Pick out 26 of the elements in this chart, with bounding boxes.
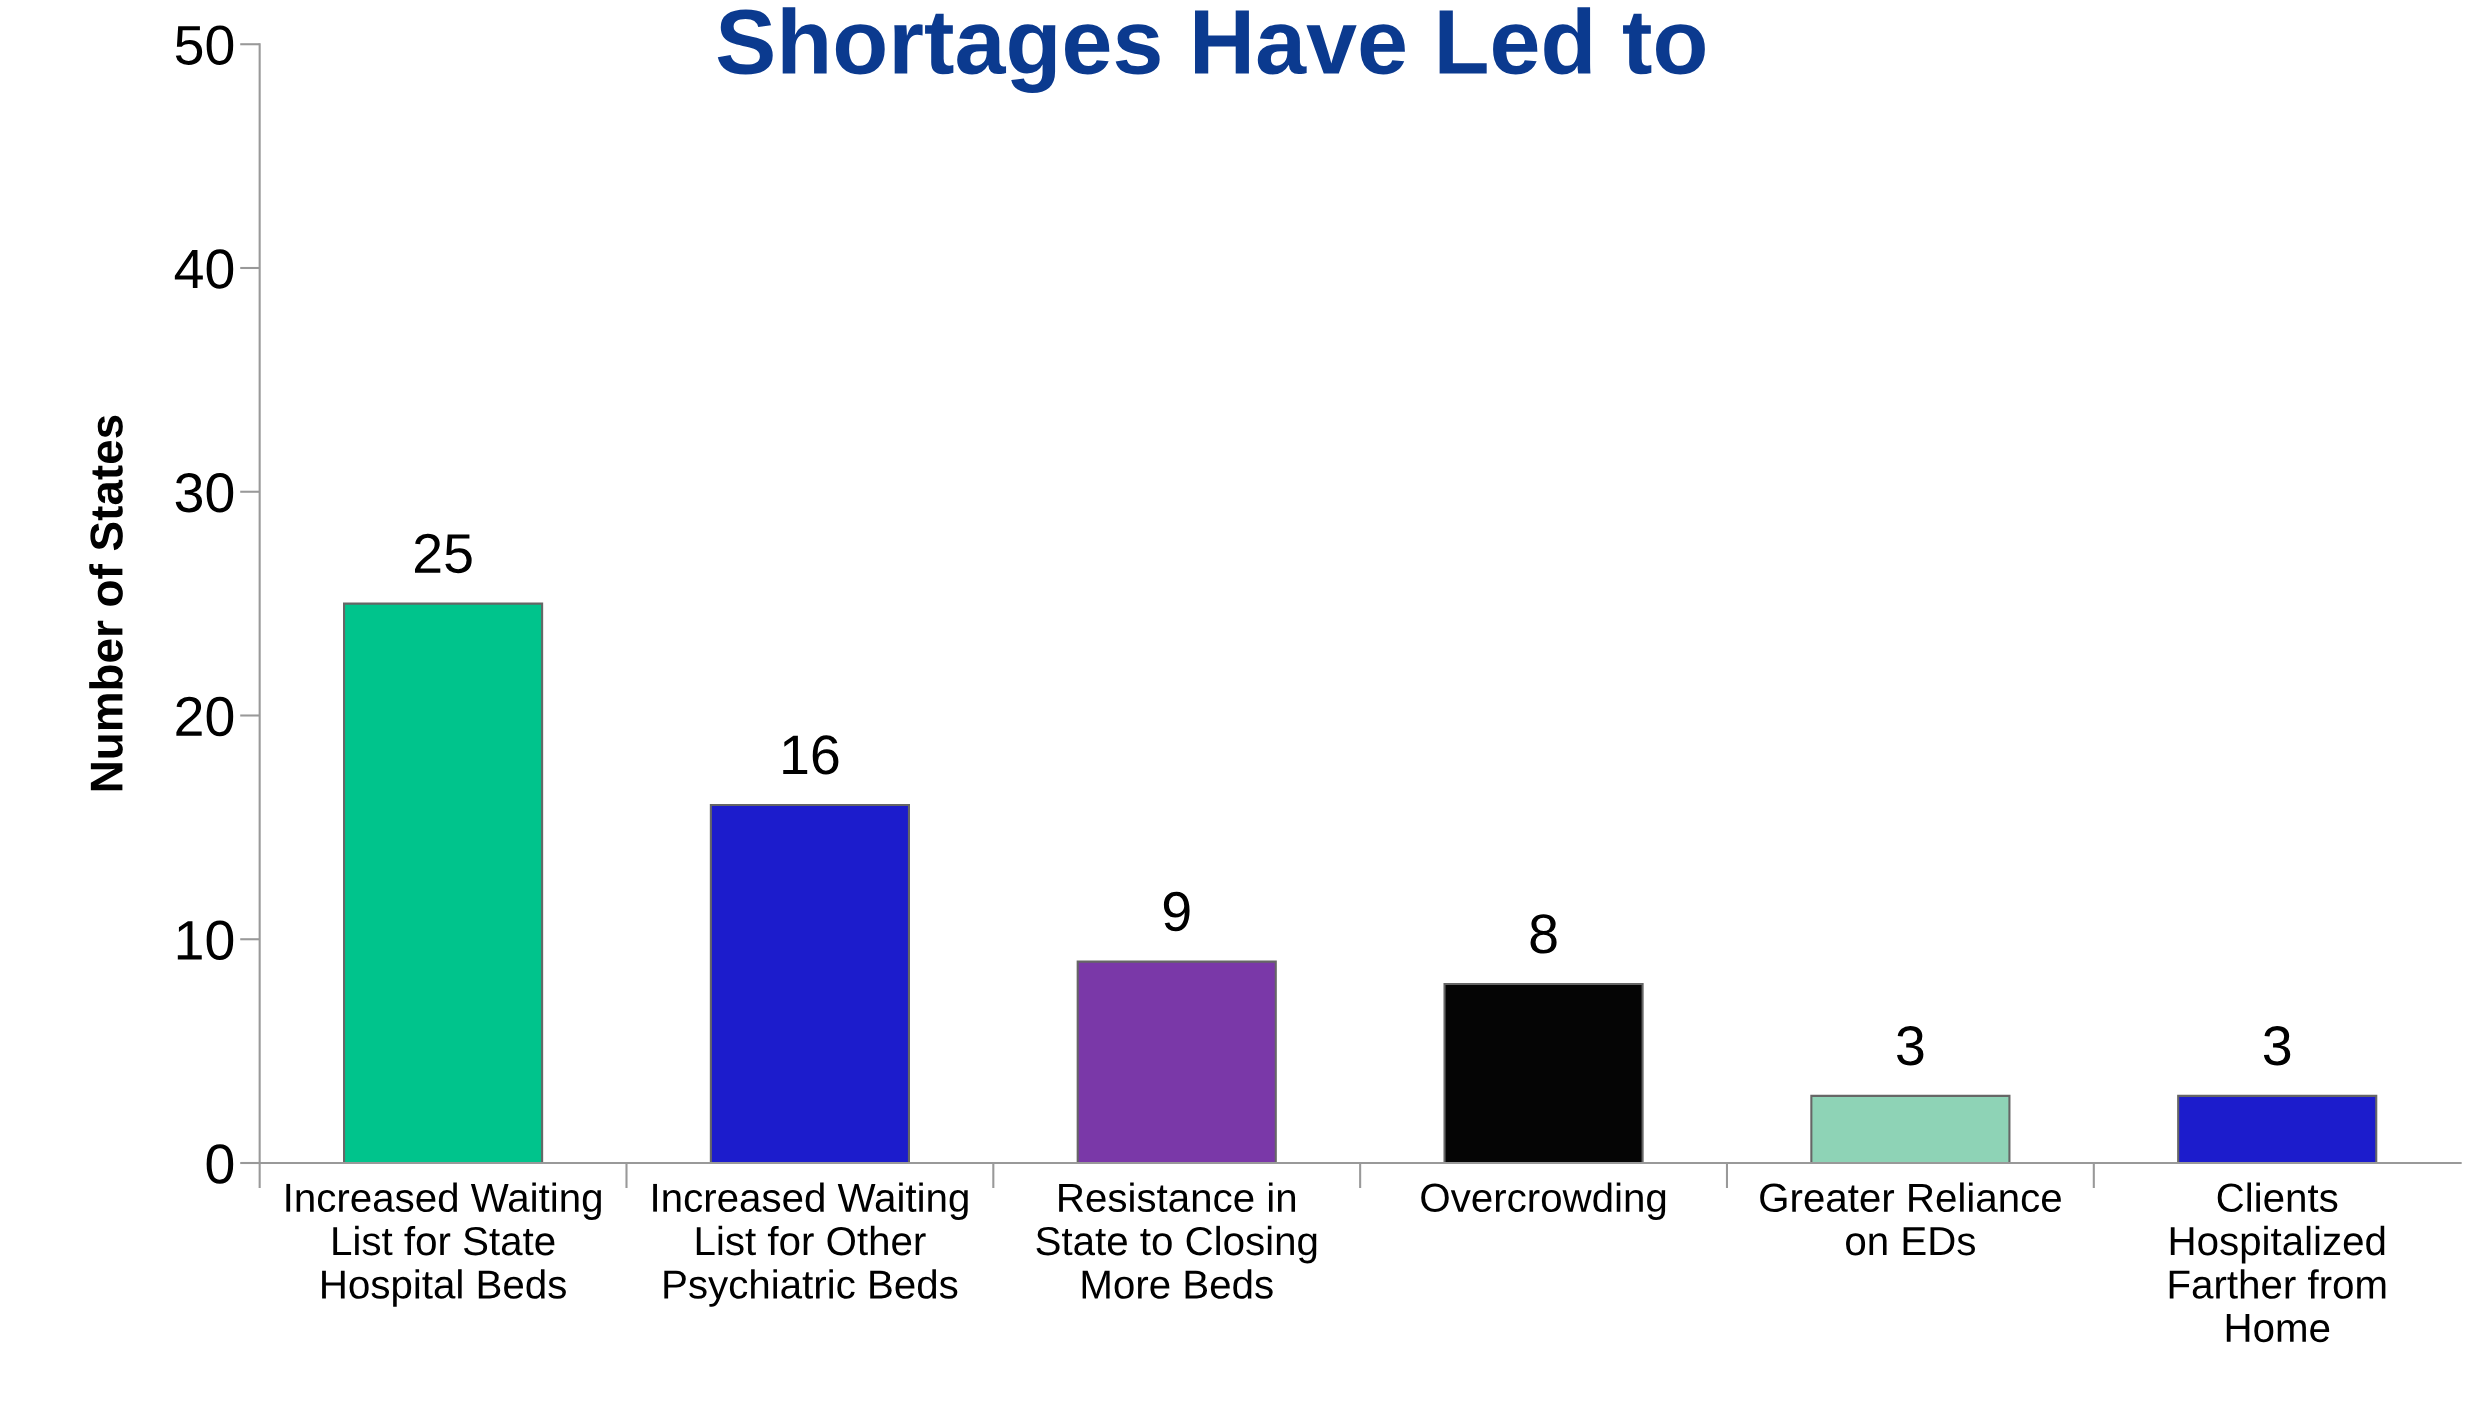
- data-label: 25: [414, 533, 472, 574]
- y-tick-label: 40: [174, 249, 234, 289]
- bar: [2177, 1094, 2378, 1164]
- y-tick-label: 10: [177, 920, 234, 960]
- y-tick-label: 30: [175, 473, 234, 513]
- data-label: 16: [783, 735, 839, 775]
- y-tick-label: 50: [175, 25, 234, 65]
- x-tick-label: Clients Hospitalized Farther from Home: [2169, 1182, 2386, 1343]
- bar: [1810, 1094, 2011, 1164]
- y-axis-title: Number of States: [89, 415, 123, 791]
- x-tick-label: Greater Reliance on EDs: [1760, 1182, 2061, 1256]
- y-tick-label: 0: [206, 1144, 234, 1184]
- data-label: 9: [1163, 891, 1190, 932]
- x-tick-label: Resistance in State to Closing More Beds: [1036, 1182, 1317, 1299]
- bar: [343, 602, 544, 1164]
- data-label: 3: [1897, 1026, 1924, 1066]
- data-label: 8: [1530, 914, 1557, 954]
- data-label: 3: [2263, 1026, 2291, 1066]
- y-tick-label: 20: [176, 696, 234, 737]
- bar: [709, 803, 910, 1164]
- x-tick-label: Increased Waiting List for Other Psychiatric Beds: [653, 1182, 968, 1307]
- x-tick-label: Overcrowding: [1421, 1182, 1666, 1220]
- chart-title: Shortages Have Led to: [717, 7, 1705, 93]
- bar: [1443, 982, 1644, 1164]
- x-tick-label: Increased Waiting List for State Hospital Beds: [286, 1182, 601, 1307]
- bar: [1076, 960, 1277, 1164]
